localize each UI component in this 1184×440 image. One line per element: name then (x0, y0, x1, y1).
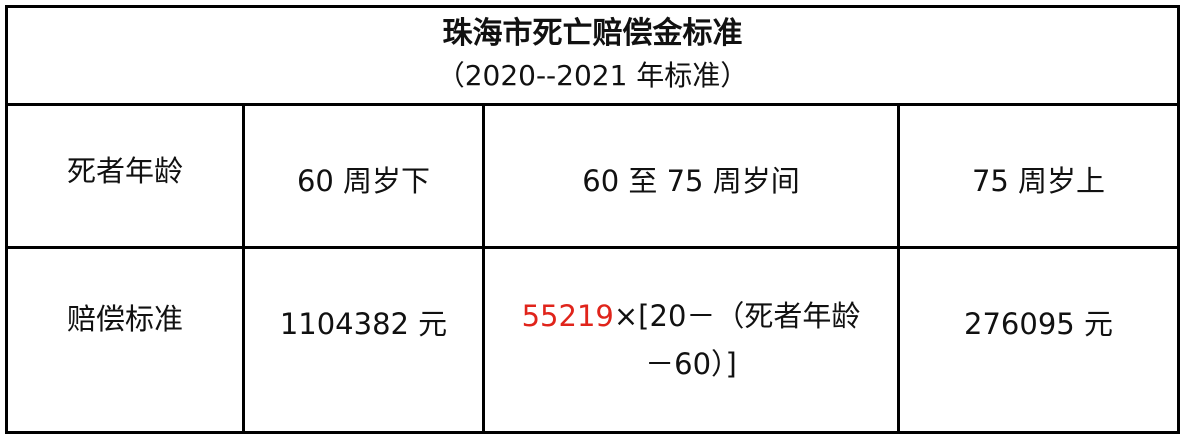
header-age: 死者年龄 (66, 154, 183, 188)
border (242, 103, 245, 431)
row-label-standard: 赔偿标准 (66, 302, 183, 336)
border (5, 431, 1180, 434)
formula-line-1: 55219×[20－（死者年龄 (522, 292, 861, 340)
table-title: 珠海市死亡赔偿金标准 (442, 15, 743, 51)
value-60-75: 55219×[20－（死者年龄 －60）] (485, 270, 897, 410)
table-caption: 珠海市死亡赔偿金标准 （2020--2021 年标准） (8, 8, 1177, 103)
formula-text: ×[20－（死者年龄 (613, 299, 861, 333)
table-subtitle: （2020--2021 年标准） (436, 58, 749, 92)
header-60-75: 60 至 75 周岁间 (582, 164, 800, 198)
base-amount: 55219 (521, 299, 614, 333)
border (5, 5, 8, 434)
value-under-60: 1104382 元 (279, 307, 448, 341)
formula-line-2: －60）] (645, 347, 737, 381)
border (897, 103, 900, 431)
border (5, 5, 1180, 8)
border (482, 103, 485, 431)
border (1177, 5, 1180, 434)
header-under-60: 60 周岁下 (296, 164, 431, 198)
border (5, 103, 1180, 106)
value-over-75: 276095 元 (964, 307, 1113, 341)
header-over-75: 75 周岁上 (971, 164, 1106, 198)
border (5, 246, 1180, 249)
